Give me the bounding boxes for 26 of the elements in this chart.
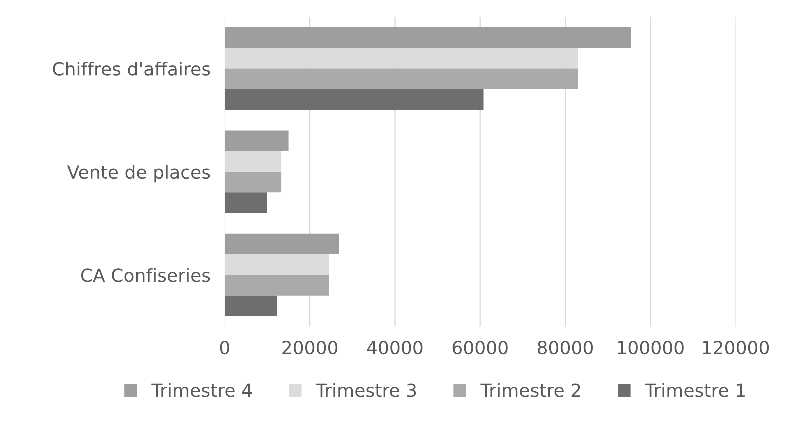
y-tick-label: Chiffres d'affaires [53,62,210,76]
bar [224,68,578,90]
bar [224,234,340,255]
bar [224,296,278,316]
x-tick-label: 120000 [703,341,770,355]
bar [224,130,289,152]
x-tick-label: 60000 [452,341,508,355]
x-tick-label: 40000 [367,341,423,355]
bar [224,89,484,110]
bar [224,172,282,193]
bar [224,275,330,296]
x-tick-label: 100000 [618,341,684,355]
bar [224,48,578,69]
legend-label: Trimestre 3 [316,383,416,398]
legend-label: Trimestre 2 [480,383,580,398]
bar [224,28,632,48]
x-tick-label: 20000 [282,341,338,355]
x-tick-label: 80000 [538,341,594,355]
x-tick-label: 0 [220,341,230,355]
bar [224,192,268,214]
y-tick-label: CA Confiseries [81,268,210,282]
bar [224,151,282,172]
y-tick-label: Vente de places [67,165,210,183]
legend-label: Trimestre 4 [152,383,252,398]
legend-label: Trimestre 1 [645,383,745,398]
bar [224,254,330,276]
